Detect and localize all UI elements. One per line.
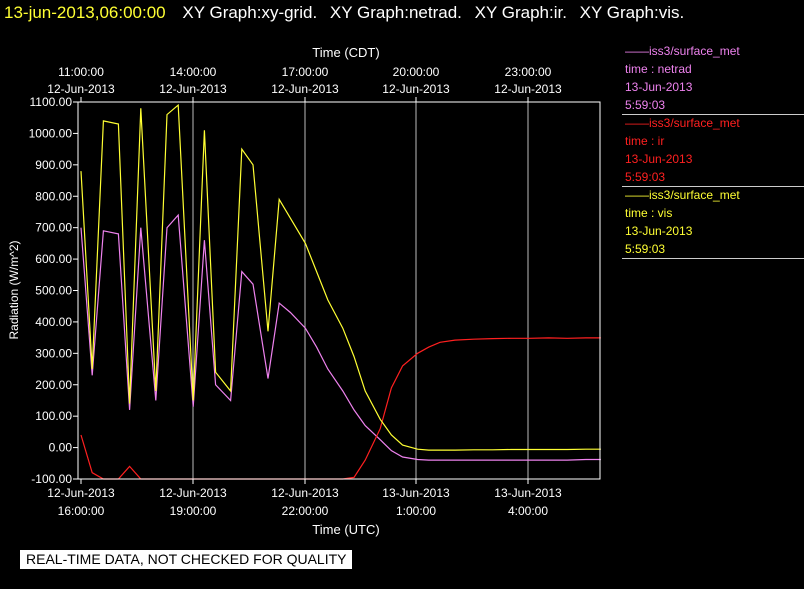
legend-separator	[622, 186, 804, 187]
legend-title: ——iss3/surface_met	[625, 116, 740, 130]
bottom-tick-time: 4:00:00	[508, 504, 548, 518]
bottom-tick-date: 12-Jun-2013	[47, 486, 115, 500]
legend-title: ——iss3/surface_met	[625, 188, 740, 202]
y-tick-label: 0.00	[49, 441, 73, 455]
quality-note: REAL-TIME DATA, NOT CHECKED FOR QUALITY	[20, 550, 353, 569]
series-lines	[80, 103, 601, 480]
y-tick-label: 1000.00	[29, 126, 73, 140]
top-tick-time: 23:00:00	[505, 65, 552, 79]
header-graph-vis: XY Graph:vis.	[579, 3, 685, 22]
top-tick-date: 12-Jun-2013	[47, 82, 115, 96]
legend-line: time : ir	[625, 134, 665, 148]
legend-line: 5:59:03	[625, 170, 666, 184]
legend-line: 13-Jun-2013	[625, 80, 693, 94]
legend-line: 13-Jun-2013	[625, 224, 693, 238]
top-tick-time: 17:00:00	[282, 65, 329, 79]
bottom-tick-time: 22:00:00	[282, 504, 329, 518]
legend-title: ——iss3/surface_met	[625, 44, 740, 58]
y-tick-label: 100.00	[35, 409, 72, 423]
y-axis-label: Radiation (W/m^2)	[7, 241, 21, 340]
series-line-vis	[80, 103, 601, 451]
y-tick-label: 1100.00	[30, 95, 73, 109]
axis-ticks: 11:00:00 12-Jun-2013 14:00:00 12-Jun-2013 17…	[29, 65, 562, 518]
y-tick-label: 700.00	[35, 221, 72, 235]
header-graph-xy-grid: XY Graph:xy-grid.	[182, 3, 318, 22]
legend-line: time : netrad	[625, 62, 692, 76]
bottom-tick-time: 1:00:00	[396, 504, 436, 518]
y-tick-label: -100.00	[31, 472, 72, 486]
legend-line: 13-Jun-2013	[625, 152, 693, 166]
bottom-tick-time: 16:00:00	[58, 504, 105, 518]
bottom-tick-date: 13-Jun-2013	[494, 486, 562, 500]
top-tick-time: 11:00:00	[58, 65, 104, 79]
bottom-tick-time: 19:00:00	[170, 504, 217, 518]
top-tick-date: 12-Jun-2013	[494, 82, 562, 96]
top-tick-date: 12-Jun-2013	[271, 82, 339, 96]
y-tick-label: 600.00	[35, 252, 72, 266]
top-tick-time: 14:00:00	[170, 65, 217, 79]
graph-header: 13-jun-2013,06:00:00 XY Graph:xy-grid. X…	[4, 2, 692, 24]
legend-line: time : vis	[625, 206, 673, 220]
top-tick-date: 12-Jun-2013	[159, 82, 227, 96]
y-tick-label: 300.00	[35, 346, 72, 360]
legend-separator	[622, 114, 804, 115]
top-tick-date: 12-Jun-2013	[382, 82, 450, 96]
y-tick-label: 500.00	[35, 284, 72, 298]
legend-line: 5:59:03	[625, 98, 666, 112]
y-tick-label: 900.00	[35, 158, 72, 172]
x-axis-label: Time (UTC)	[312, 522, 379, 537]
bottom-tick-date: 12-Jun-2013	[159, 486, 227, 500]
bottom-tick-date: 12-Jun-2013	[271, 486, 339, 500]
legend-line: 5:59:03	[625, 242, 666, 256]
top-tick-time: 20:00:00	[393, 65, 440, 79]
header-graph-ir: XY Graph:ir.	[474, 3, 567, 22]
grid-lines	[192, 102, 529, 479]
header-timestamp: 13-jun-2013,06:00:00	[4, 3, 166, 22]
y-tick-label: 400.00	[35, 315, 72, 329]
legend-separator	[622, 258, 804, 259]
top-axis-label: Time (CDT)	[312, 45, 379, 60]
bottom-tick-date: 13-Jun-2013	[382, 486, 450, 500]
header-graph-netrad: XY Graph:netrad.	[329, 3, 462, 22]
y-tick-label: 800.00	[35, 189, 72, 203]
y-tick-label: 200.00	[35, 378, 72, 392]
plot-frame	[77, 101, 601, 480]
series-line-netrad	[80, 213, 601, 461]
